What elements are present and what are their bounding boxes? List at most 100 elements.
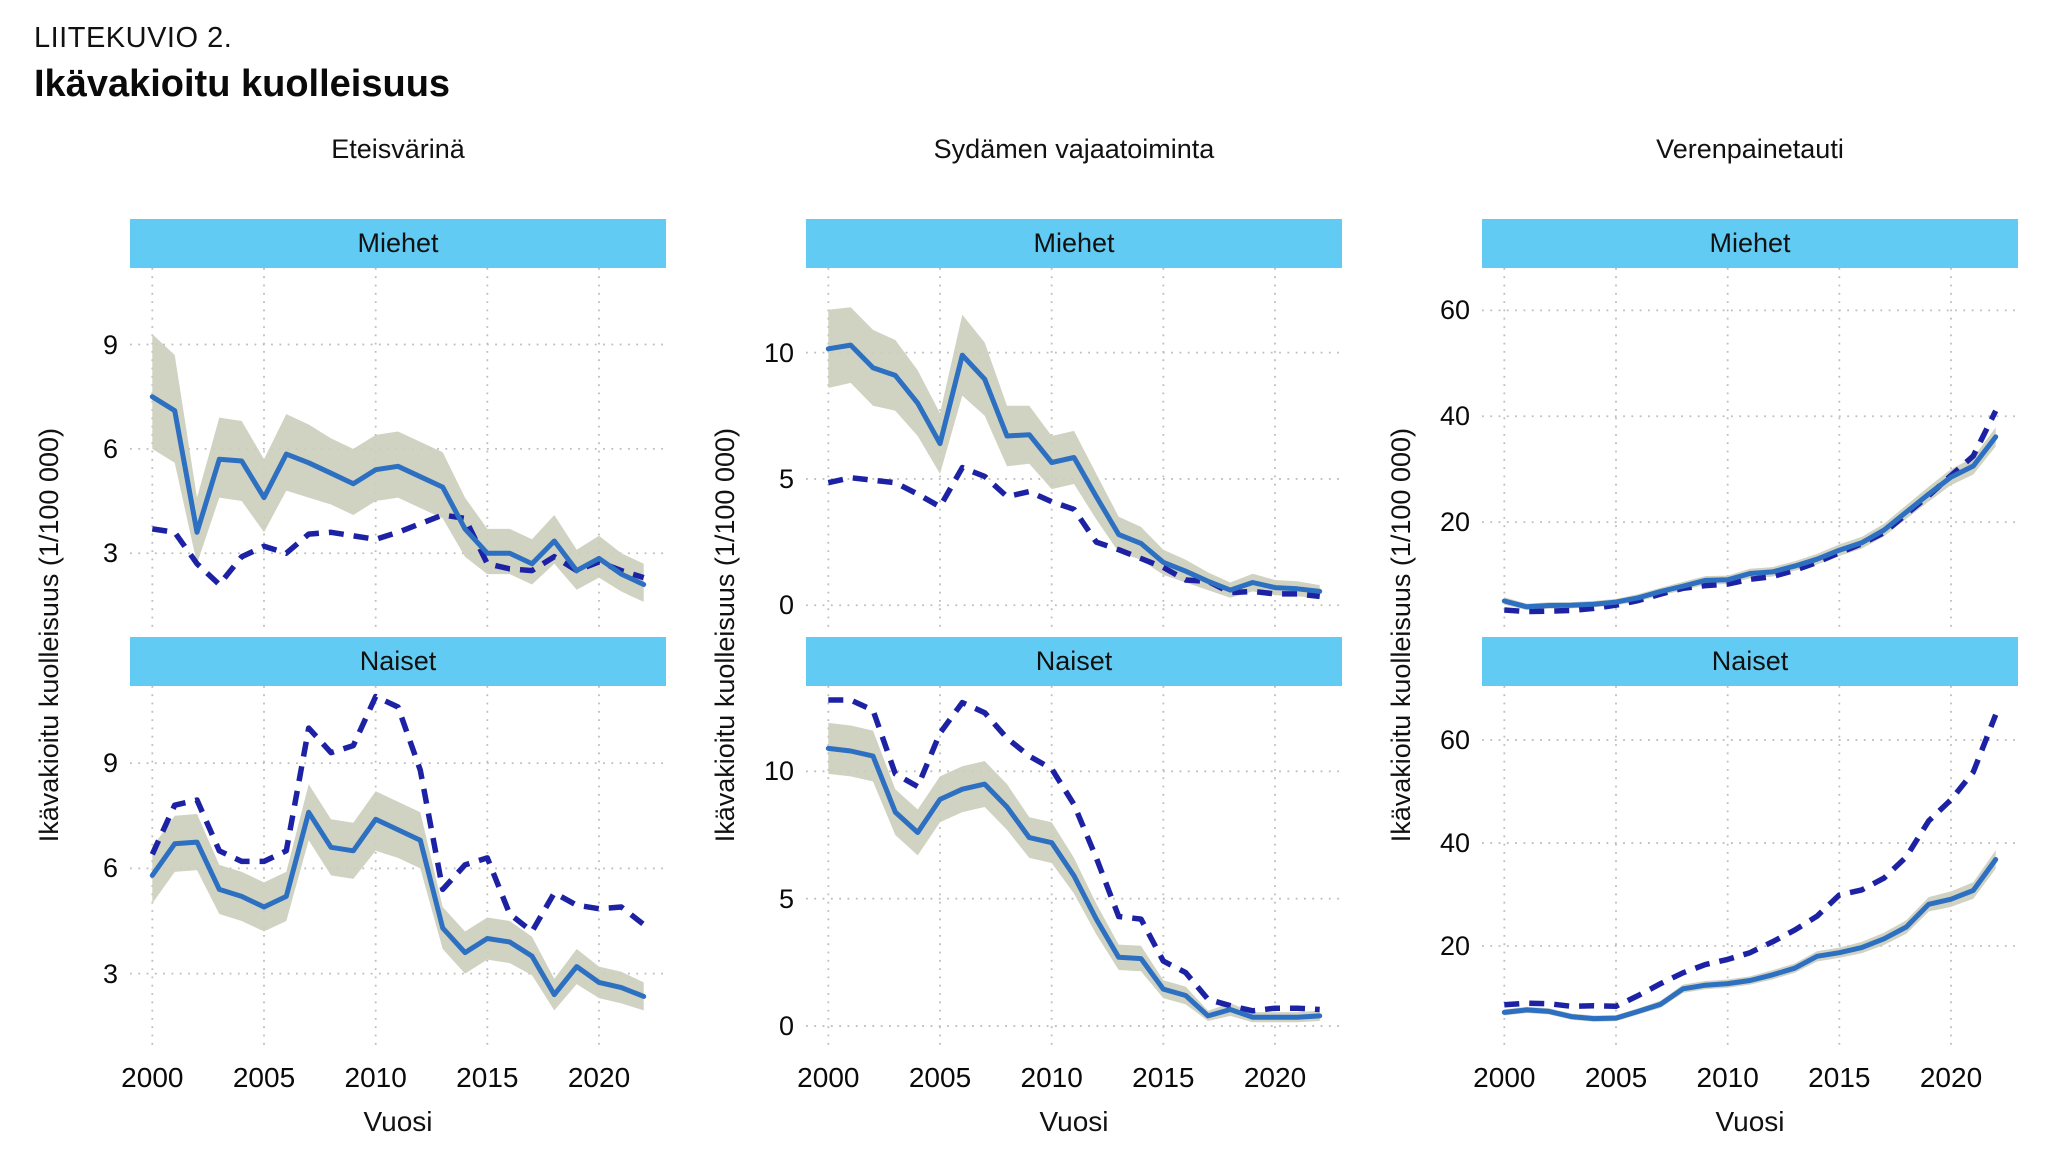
figure-number: LIITEKUVIO 2. — [34, 22, 233, 54]
x-axis: 2000 2005 2010 2015 2020 — [121, 1061, 666, 1097]
y-axis-title-text: Ikävakioitu kuolleisuus (1/100 000) — [1385, 428, 1416, 843]
y-tick-label: 6 — [102, 853, 118, 884]
y-tick-label: 60 — [1439, 295, 1470, 326]
solid-series-line — [1501, 857, 1999, 1022]
y-tick-label: 10 — [763, 756, 794, 787]
chart-main: Eteisvärinä Miehet 3 6 9 Naiset 3 6 9 2000 2005 201… — [68, 132, 666, 1139]
x-tick-label: 2020 — [1243, 1062, 1307, 1093]
chart-1: Ikävakioitu kuolleisuus (1/100 000) Eteis… — [30, 132, 666, 1139]
facet-strip-women: Naiset — [130, 637, 666, 686]
x-axis-title: Vuosi — [1715, 1106, 1785, 1137]
dashed-series-line — [1504, 409, 1999, 615]
solid-series-line — [825, 745, 1323, 1020]
y-axis-title: Ikävakioitu kuolleisuus (1/100 000) — [30, 132, 68, 1139]
y-tick-label: 0 — [778, 1011, 794, 1042]
page-title: Ikävakioitu kuolleisuus — [34, 63, 451, 105]
panel-women: 20 40 60 — [1420, 686, 2018, 1049]
chart-title: Eteisvärinä — [331, 134, 465, 164]
y-tick-label: 3 — [102, 958, 118, 989]
x-tick-label: 2010 — [1020, 1062, 1083, 1093]
plot-area-women — [806, 686, 1342, 1049]
y-tick-label: 6 — [102, 433, 118, 464]
facet-strip-men: Miehet — [806, 219, 1342, 268]
x-tick-label: 2005 — [232, 1062, 296, 1093]
x-tick-label: 2005 — [908, 1062, 972, 1093]
plot-area-women — [130, 686, 666, 1049]
x-axis-title: Vuosi — [363, 1106, 433, 1137]
facet-strip-women: Naiset — [806, 637, 1342, 686]
x-tick-label: 2015 — [1808, 1062, 1871, 1093]
solid-series-line — [825, 342, 1323, 594]
y-tick-label: 40 — [1439, 401, 1470, 432]
solid-series-line — [149, 809, 647, 999]
figure-header: LIITEKUVIO 2. Ikävakioitu kuolleisuus — [0, 0, 2048, 106]
y-tick-label: 60 — [1439, 725, 1470, 756]
y-tick-labels: 0 5 10 — [744, 268, 806, 628]
chart-title: Sydämen vajaatoiminta — [933, 134, 1215, 164]
y-axis-title-text: Ikävakioitu kuolleisuus (1/100 000) — [33, 428, 64, 843]
plot-svg-men — [806, 268, 1342, 628]
solid-series-line — [1501, 434, 1999, 610]
panel-men: 20 40 60 — [1420, 268, 2018, 628]
y-tick-label: 40 — [1439, 828, 1470, 859]
x-tick-label: 2000 — [121, 1062, 184, 1093]
plot-svg-men — [1482, 268, 2018, 628]
charts-row: Ikävakioitu kuolleisuus (1/100 000) Eteis… — [0, 106, 2048, 1139]
y-axis-title: Ikävakioitu kuolleisuus (1/100 000) — [1382, 132, 1420, 1139]
x-tick-label: 2020 — [1919, 1062, 1983, 1093]
panel-women: 0 5 10 — [744, 686, 1342, 1049]
plot-svg-women — [806, 686, 1342, 1049]
x-axis: 2000 2005 2010 2015 2020 — [1473, 1061, 2018, 1097]
y-tick-label: 9 — [102, 329, 118, 360]
x-tick-label: 2015 — [456, 1062, 519, 1093]
plot-area-men — [806, 268, 1342, 628]
y-axis-title: Ikävakioitu kuolleisuus (1/100 000) — [706, 132, 744, 1139]
chart-2: Ikävakioitu kuolleisuus (1/100 000) Sydäm… — [706, 132, 1342, 1139]
x-tick-label: 2010 — [344, 1062, 407, 1093]
y-tick-label: 0 — [778, 590, 794, 621]
y-tick-label: 20 — [1439, 507, 1470, 538]
y-tick-label: 5 — [778, 883, 794, 914]
y-tick-labels: 3 6 9 — [68, 268, 130, 628]
x-axis-title: Vuosi — [1039, 1106, 1109, 1137]
facet-strip-men: Miehet — [1482, 219, 2018, 268]
chart-main: Sydämen vajaatoiminta Miehet 0 5 10 Naiset 0 5 1… — [744, 132, 1342, 1139]
chart-3: Ikävakioitu kuolleisuus (1/100 000) Veren… — [1382, 132, 2018, 1139]
solid-series-line — [149, 394, 647, 587]
y-tick-labels: 0 5 10 — [744, 686, 806, 1049]
x-tick-label: 2020 — [567, 1062, 631, 1093]
panel-women: 3 6 9 — [68, 686, 666, 1049]
facet-strip-women: Naiset — [1482, 637, 2018, 686]
dashed-series-line — [1504, 713, 1999, 1010]
x-tick-label: 2015 — [1132, 1062, 1195, 1093]
panel-men: 0 5 10 — [744, 268, 1342, 628]
y-axis-title-text: Ikävakioitu kuolleisuus (1/100 000) — [709, 428, 740, 843]
dashed-series-line — [149, 693, 646, 935]
x-tick-label: 2000 — [797, 1062, 860, 1093]
dashed-series-line — [827, 464, 1321, 600]
y-tick-label: 3 — [102, 538, 118, 569]
plot-area-men — [1482, 268, 2018, 628]
y-tick-labels: 20 40 60 — [1420, 268, 1482, 628]
x-axis: 2000 2005 2010 2015 2020 — [797, 1061, 1342, 1097]
plot-area-women — [1482, 686, 2018, 1049]
y-tick-labels: 3 6 9 — [68, 686, 130, 1049]
dashed-series-line — [828, 697, 1320, 1014]
y-tick-label: 10 — [763, 337, 794, 368]
y-tick-label: 20 — [1439, 931, 1470, 962]
y-tick-labels: 20 40 60 — [1420, 686, 1482, 1049]
plot-area-men — [130, 268, 666, 628]
plot-svg-men — [130, 268, 666, 628]
chart-title: Verenpainetauti — [1656, 134, 1844, 164]
y-tick-label: 5 — [778, 463, 794, 494]
plot-svg-women — [1482, 686, 2018, 1049]
chart-main: Verenpainetauti Miehet 20 40 60 Naiset 20 40 60 2… — [1420, 132, 2018, 1139]
panel-men: 3 6 9 — [68, 268, 666, 628]
x-tick-label: 2010 — [1696, 1062, 1759, 1093]
x-tick-label: 2000 — [1473, 1062, 1536, 1093]
facet-strip-men: Miehet — [130, 219, 666, 268]
x-tick-label: 2005 — [1584, 1062, 1648, 1093]
y-tick-label: 9 — [102, 748, 118, 779]
plot-svg-women — [130, 686, 666, 1049]
